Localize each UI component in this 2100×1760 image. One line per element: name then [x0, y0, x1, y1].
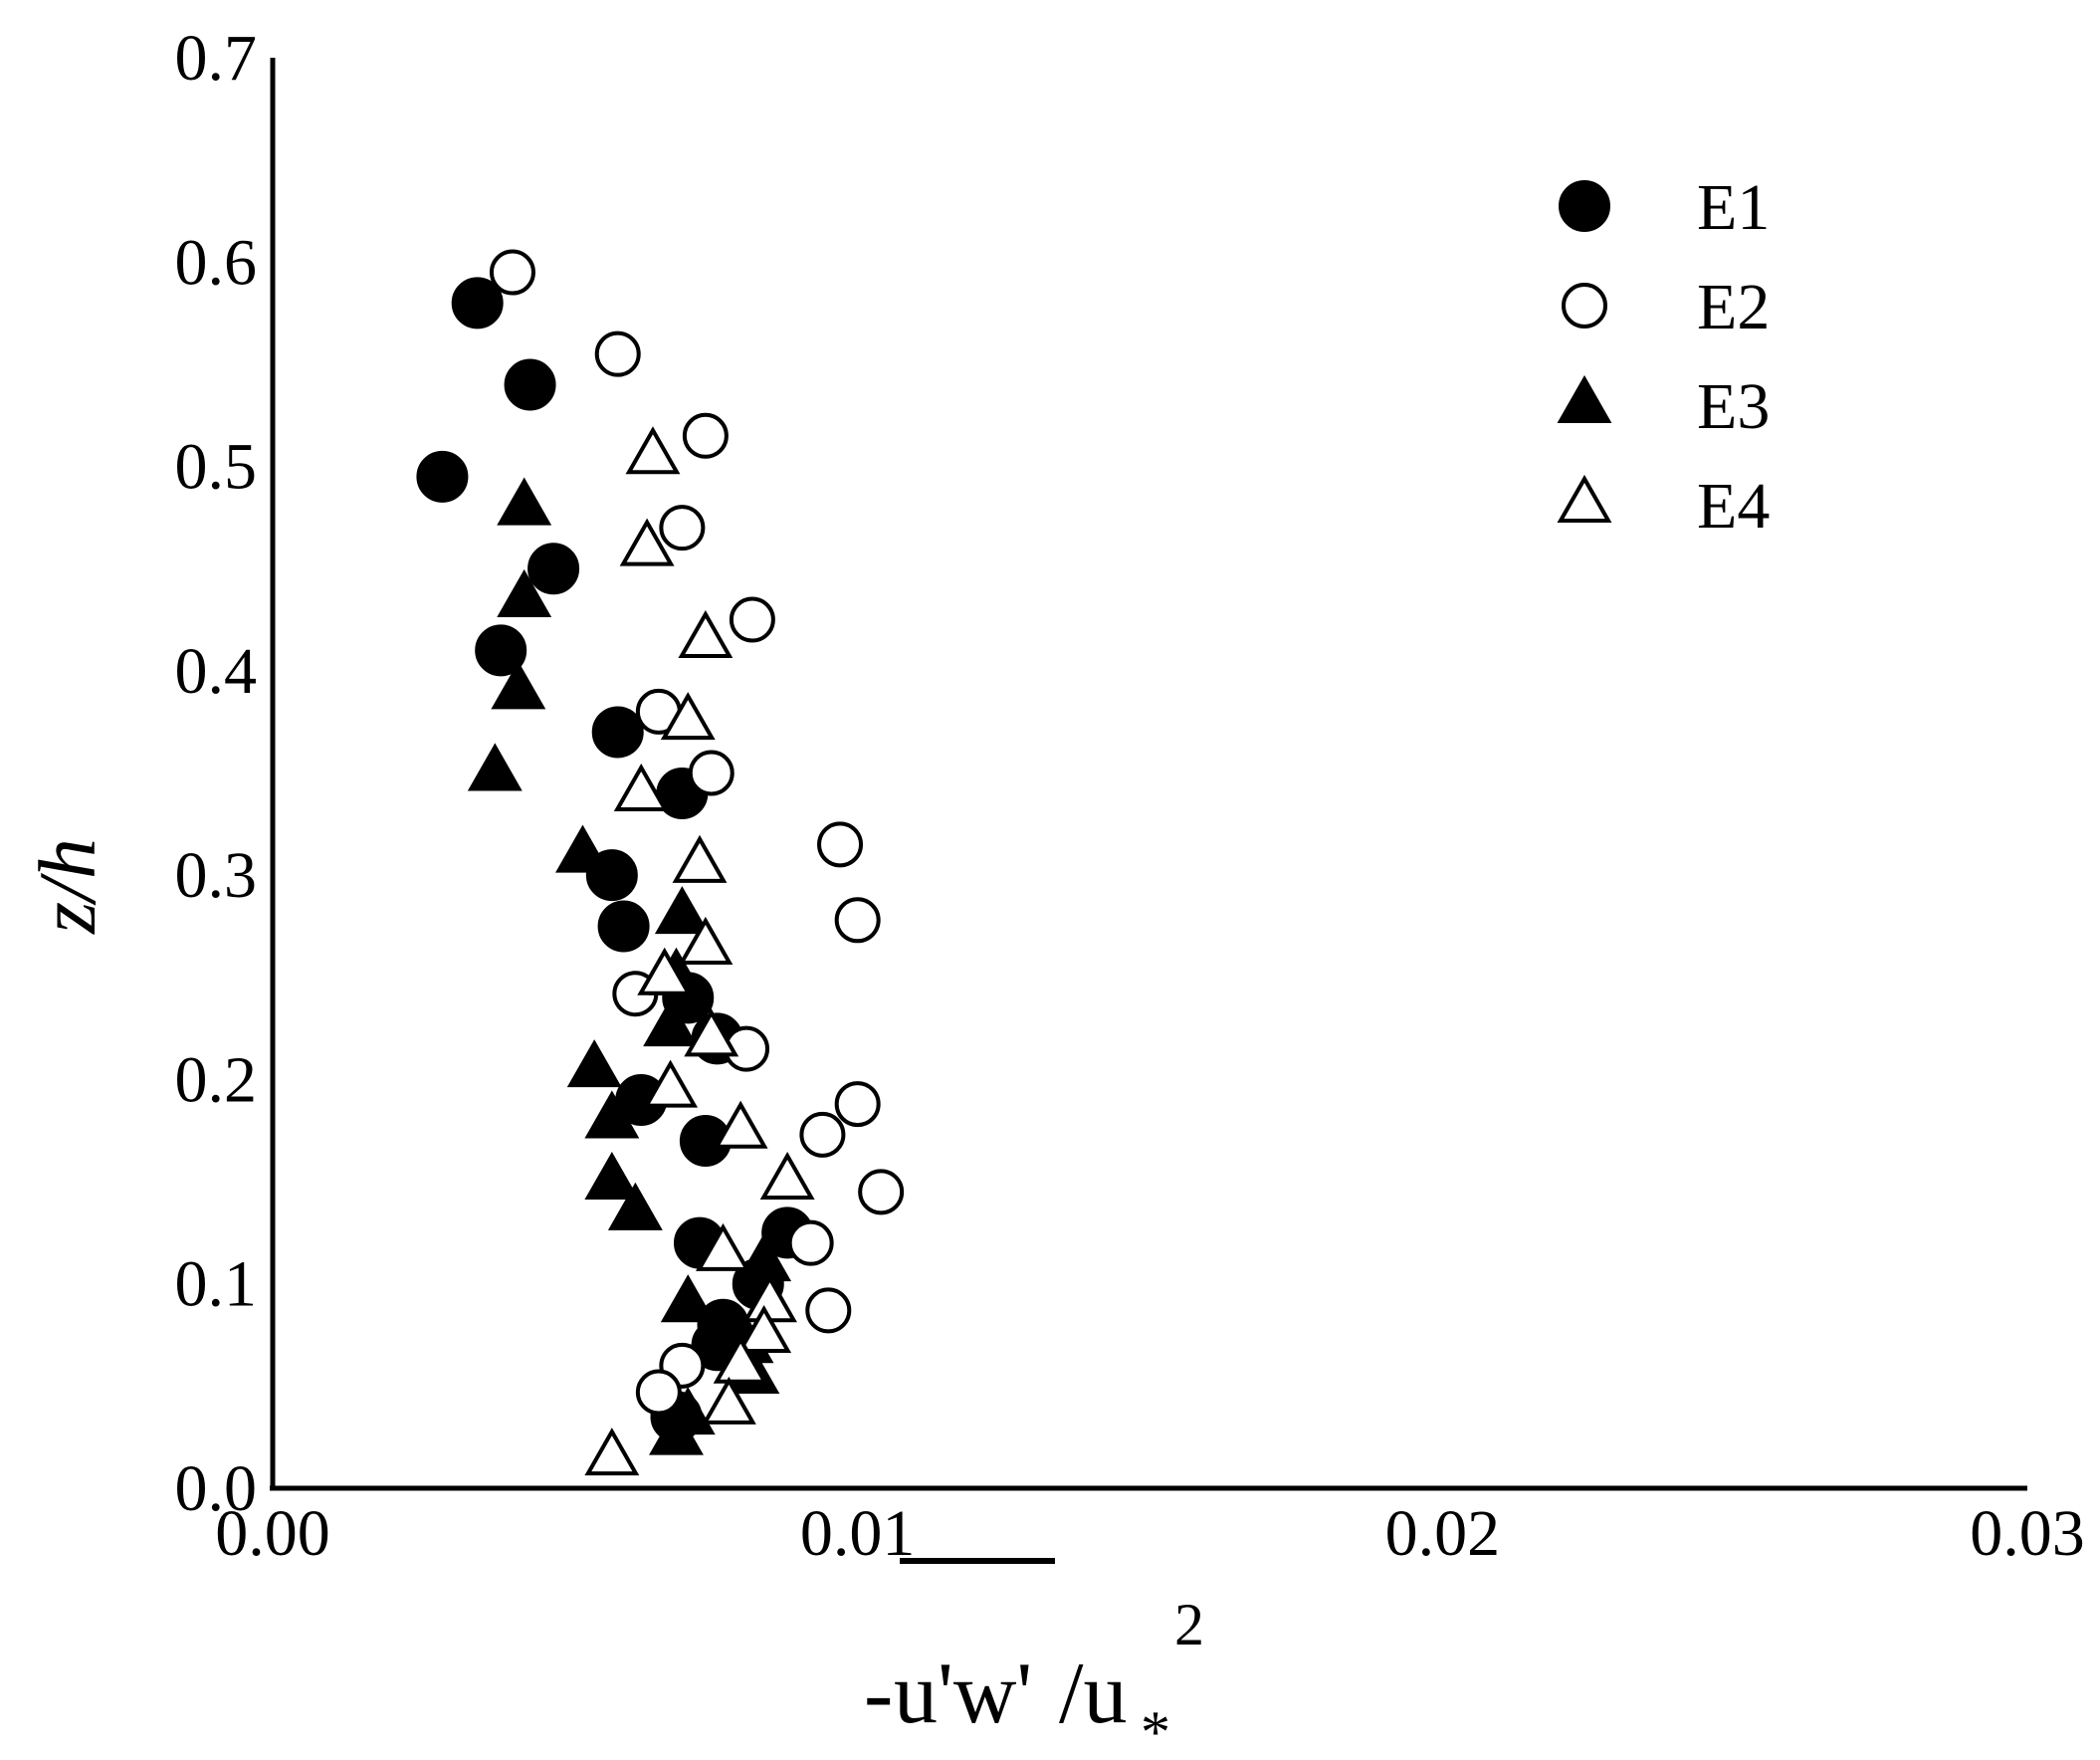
data-point-e2: [817, 821, 864, 868]
data-point-e1: [475, 624, 527, 677]
legend-item-e4: E4: [1557, 470, 1770, 543]
x-axis-label-denominator: /u: [1059, 1646, 1127, 1742]
legend-marker-e4: [1557, 474, 1612, 523]
data-point-e2: [489, 249, 535, 296]
x-tick-label: 0.00: [215, 1497, 330, 1570]
data-point-e4: [672, 834, 728, 883]
legend-item-e2: E2: [1562, 271, 1770, 343]
data-point-e3: [607, 1182, 663, 1230]
data-point-e2: [688, 750, 735, 796]
data-point-e1: [527, 543, 580, 595]
data-point-e3: [467, 743, 523, 791]
data-point-e4: [678, 609, 734, 659]
data-point-e4: [637, 947, 693, 995]
data-point-e4: [713, 1335, 768, 1384]
legend-marker-e1: [1559, 180, 1610, 232]
legend-label: E3: [1697, 370, 1770, 443]
x-axis-label-superscript: 2: [1174, 1592, 1204, 1657]
data-point-e3: [584, 1090, 640, 1139]
y-tick-label: 0.2: [175, 1043, 258, 1116]
data-point-e3: [566, 1039, 622, 1088]
data-point-e2: [682, 412, 729, 459]
y-tick-label: 0.1: [175, 1248, 258, 1321]
data-point-e3: [584, 1152, 640, 1201]
legend-label: E2: [1697, 271, 1770, 343]
data-point-e4: [696, 1222, 750, 1271]
legend-item-e3: E3: [1557, 370, 1770, 443]
y-tick-label: 0.4: [175, 635, 258, 708]
y-tick-label: 0.7: [175, 22, 258, 95]
data-point-e2: [729, 596, 775, 643]
x-tick-label: 0.01: [800, 1497, 916, 1570]
data-points: [416, 249, 905, 1476]
data-point-e3: [736, 1233, 792, 1282]
data-point-e4: [701, 1376, 756, 1425]
y-tick-label: 0.5: [175, 431, 258, 504]
data-point-e2: [834, 1081, 881, 1128]
data-point-e4: [643, 1059, 699, 1108]
y-tick-label: 0.3: [175, 839, 258, 912]
y-tick-label: 0.0: [175, 1452, 258, 1525]
data-point-e3: [555, 824, 610, 873]
data-point-e4: [625, 426, 681, 475]
legend-marker-e3: [1557, 374, 1612, 423]
data-point-e2: [635, 1369, 682, 1416]
data-point-e4: [684, 1008, 739, 1057]
data-point-e3: [497, 568, 552, 617]
x-tick-label: 0.02: [1385, 1497, 1501, 1570]
data-point-e1: [597, 900, 650, 953]
x-tick-label: 0.03: [1970, 1497, 2085, 1570]
data-point-e1: [416, 450, 469, 503]
data-point-e2: [834, 897, 881, 944]
data-point-e2: [799, 1111, 846, 1158]
y-tick-labels: 0.0 0.1 0.2 0.3 0.4 0.5 0.6 0.7: [175, 22, 258, 1525]
legend-label: E4: [1697, 470, 1770, 543]
data-point-e2: [805, 1287, 852, 1334]
data-point-e2: [858, 1169, 905, 1215]
data-point-e3: [660, 1274, 716, 1323]
data-point-e4: [713, 1100, 768, 1149]
data-point-e3: [654, 886, 710, 935]
data-point-e1: [504, 358, 556, 411]
data-point-e3: [491, 661, 546, 710]
data-point-e4: [678, 916, 734, 965]
x-axis-label: - u'w' /u * 2: [864, 1558, 1204, 1760]
y-tick-label: 0.6: [175, 226, 258, 299]
legend-marker-e2: [1562, 283, 1607, 329]
x-axis-label-subscript: *: [1141, 1699, 1170, 1760]
data-point-e2: [787, 1219, 834, 1266]
data-point-e3: [497, 477, 552, 526]
legend: E1 E2 E3 E4: [1557, 171, 1770, 543]
axes: [270, 58, 2027, 1491]
x-axis-label-overlined: u'w': [894, 1646, 1032, 1742]
data-point-e1: [591, 706, 644, 759]
data-point-e4: [759, 1152, 815, 1201]
data-point-e4: [660, 692, 716, 741]
data-point-e1: [451, 277, 504, 330]
x-axis-label-prefix: -: [864, 1646, 893, 1742]
legend-label: E1: [1697, 171, 1770, 244]
y-axis-label: z/h: [22, 838, 112, 935]
x-tick-labels: 0.00 0.01 0.02 0.03: [215, 1497, 2085, 1570]
data-point-e4: [584, 1428, 640, 1476]
data-point-e2: [594, 330, 641, 377]
legend-item-e1: E1: [1559, 171, 1770, 244]
data-point-e4: [736, 1304, 792, 1353]
series-e4: [584, 426, 815, 1476]
data-point-e3: [643, 998, 699, 1047]
data-point-e3: [649, 1407, 704, 1455]
data-point-e2: [659, 505, 706, 551]
data-point-e4: [619, 518, 675, 566]
data-point-e4: [613, 763, 669, 811]
